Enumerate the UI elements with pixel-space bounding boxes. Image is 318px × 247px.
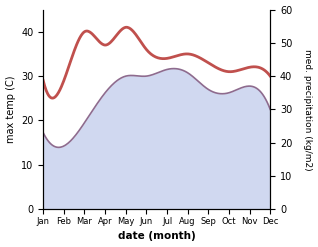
Y-axis label: max temp (C): max temp (C) (5, 76, 16, 143)
Y-axis label: med. precipitation (kg/m2): med. precipitation (kg/m2) (303, 49, 313, 170)
X-axis label: date (month): date (month) (118, 231, 196, 242)
